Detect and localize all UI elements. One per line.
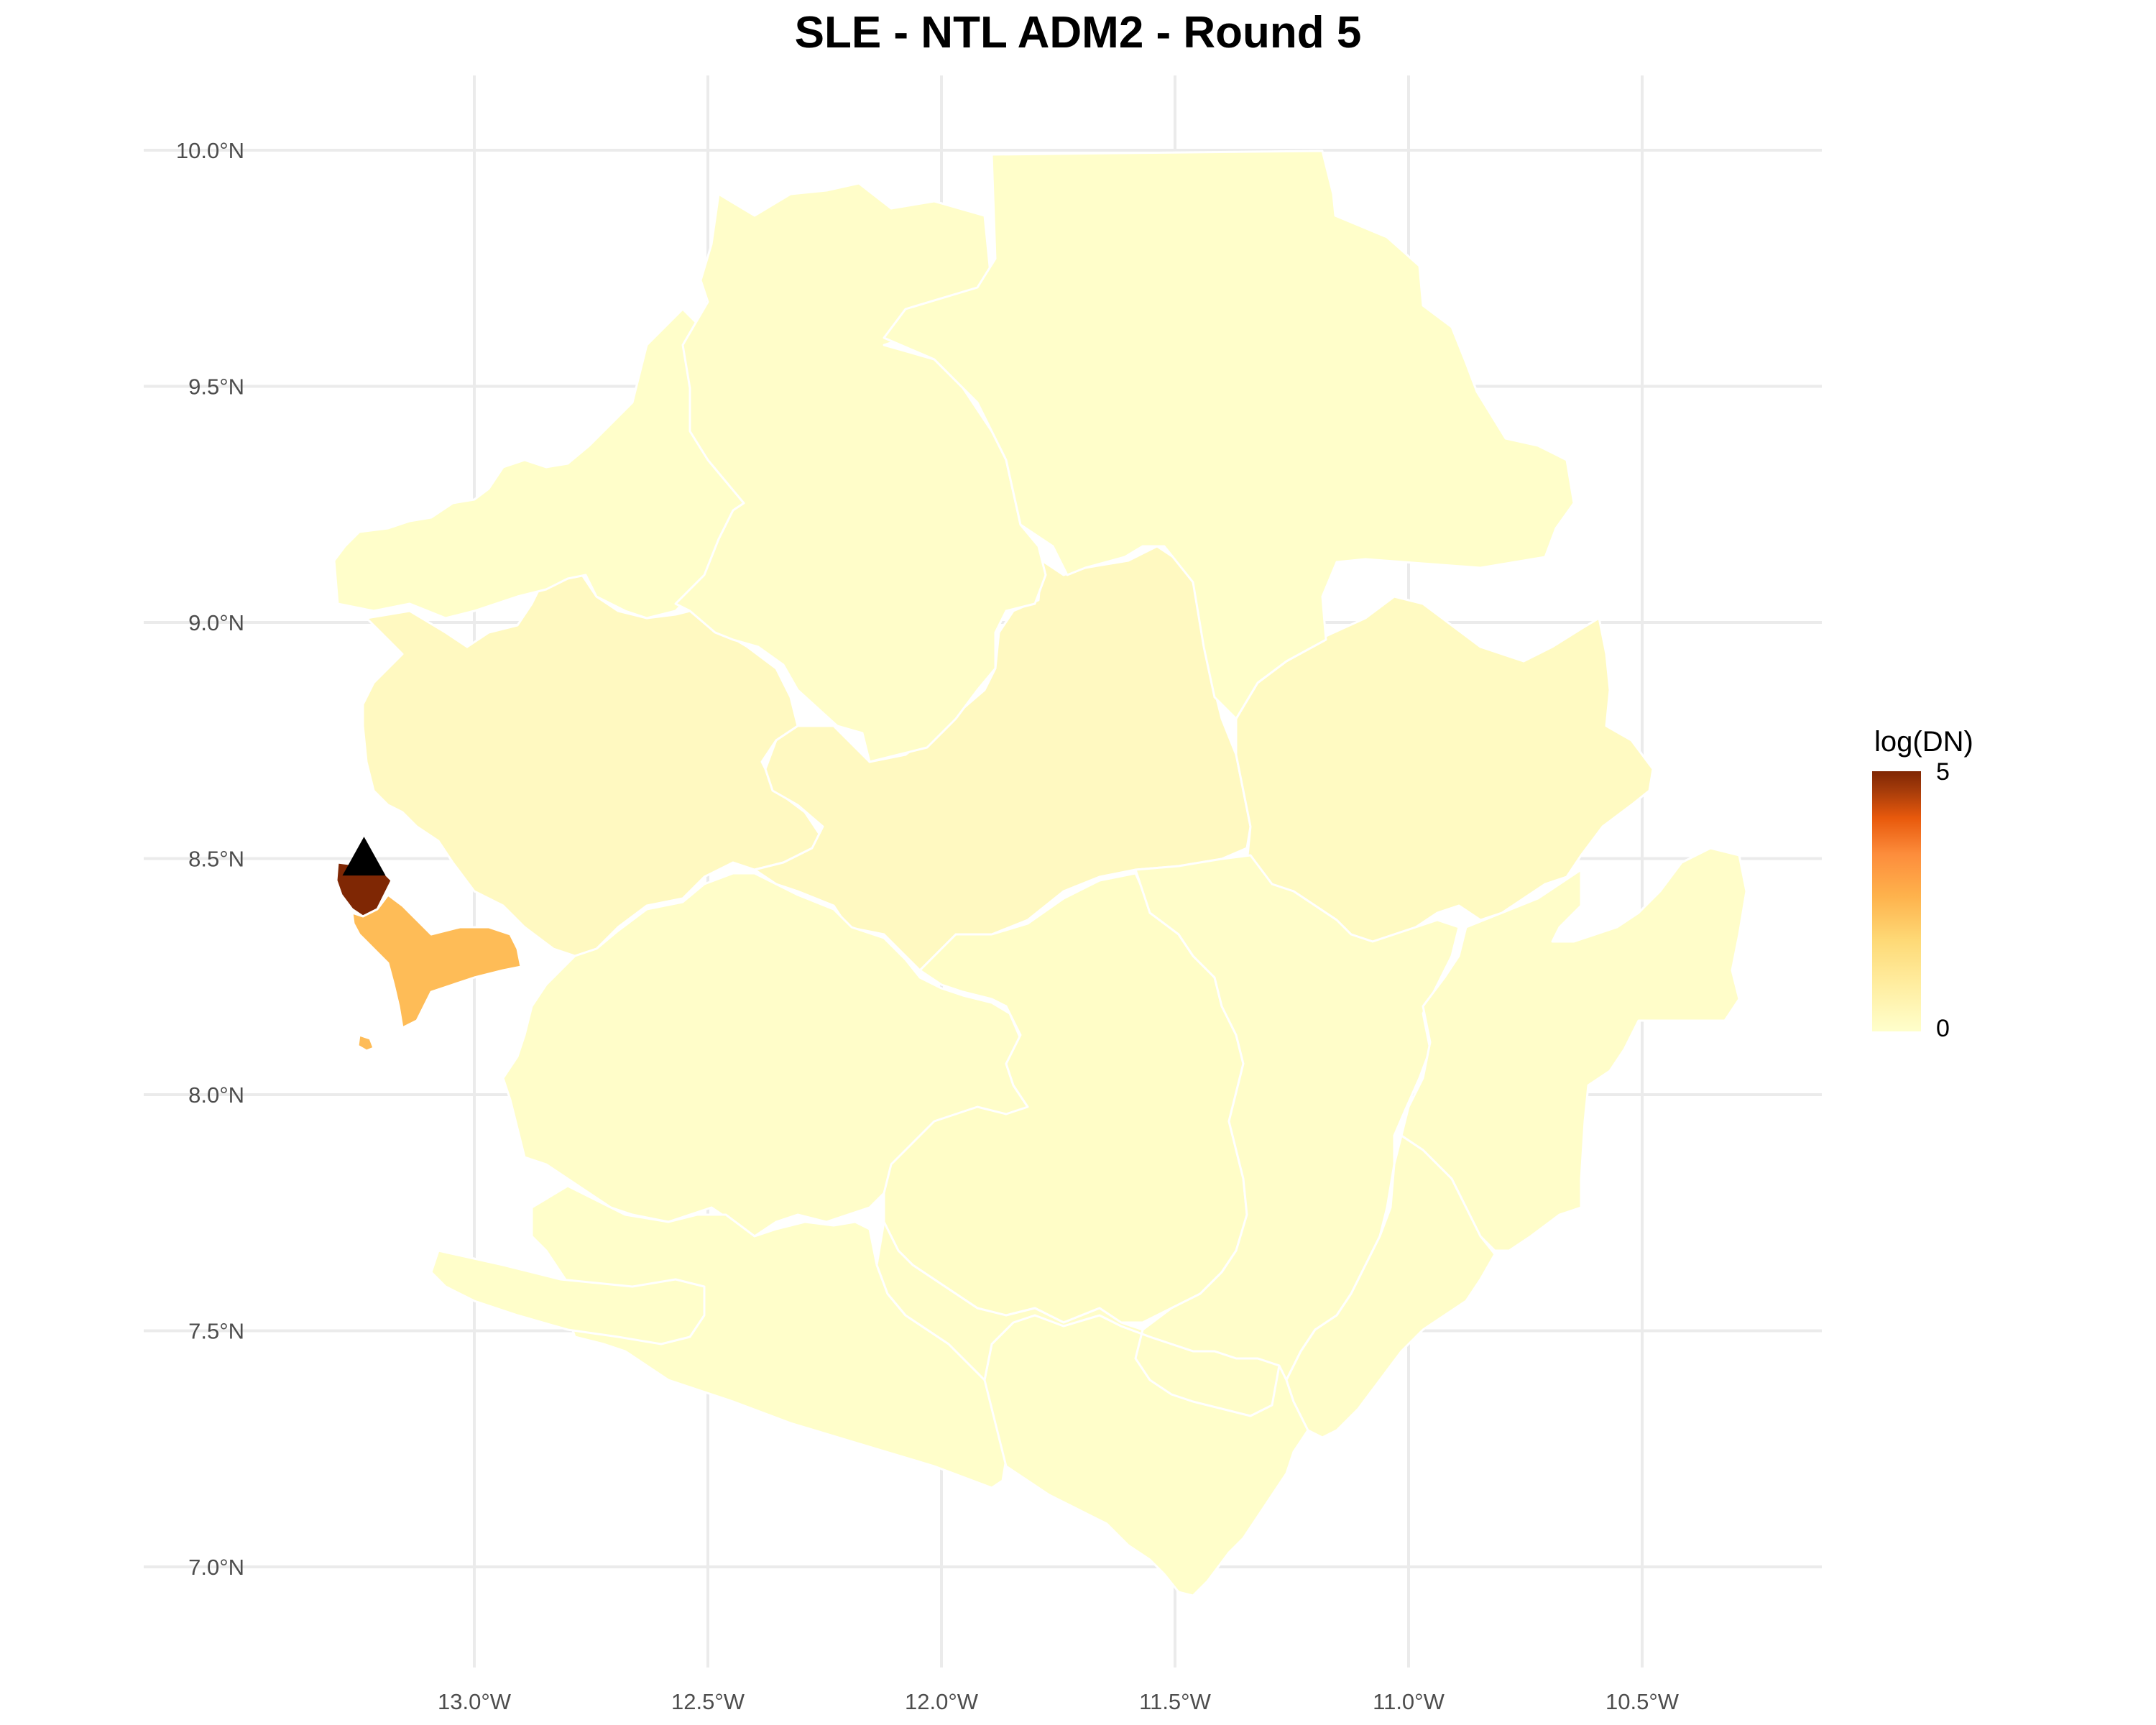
x-tick-label: 11.5°W <box>1139 1689 1211 1714</box>
y-tick-label: 7.5°N <box>188 1319 244 1344</box>
district-kenema-south <box>1285 1134 1496 1439</box>
x-tick-label: 11.0°W <box>1373 1689 1445 1714</box>
legend-title: log(DN) <box>1874 726 1973 758</box>
map-title: SLE - NTL ADM2 - Round 5 <box>794 8 1362 58</box>
district-western-rural <box>351 893 522 1029</box>
district-koinadugu <box>883 150 1575 720</box>
sherbro-island <box>430 1249 706 1346</box>
x-tick-label: 12.5°W <box>671 1689 745 1714</box>
x-tick-label: 13.0°W <box>438 1689 512 1714</box>
y-tick-label: 9.5°N <box>188 374 244 400</box>
y-tick-label: 8.5°N <box>188 847 244 872</box>
district-layer <box>333 150 1748 1597</box>
x-tick-label: 12.0°W <box>905 1689 979 1714</box>
district-bo-south <box>875 1220 1281 1417</box>
y-tick-label: 8.0°N <box>188 1082 244 1108</box>
banana-island <box>356 1034 375 1052</box>
x-tick-label: 10.5°W <box>1606 1689 1680 1714</box>
y-tick-label: 10.0°N <box>176 138 244 163</box>
legend-min-label: 0 <box>1936 1015 1950 1042</box>
triangle-marker-icon <box>342 837 386 876</box>
legend-color-bar <box>1872 771 1921 1031</box>
legend-max-label: 5 <box>1936 758 1950 786</box>
y-tick-label: 7.0°N <box>188 1555 244 1580</box>
marker-layer <box>342 837 386 876</box>
y-tick-label: 9.0°N <box>188 610 244 635</box>
axis-labels: 13.0°W 12.5°W 12.0°W 11.5°W 11.0°W 10.5°W 7.0°… <box>176 138 1680 1714</box>
